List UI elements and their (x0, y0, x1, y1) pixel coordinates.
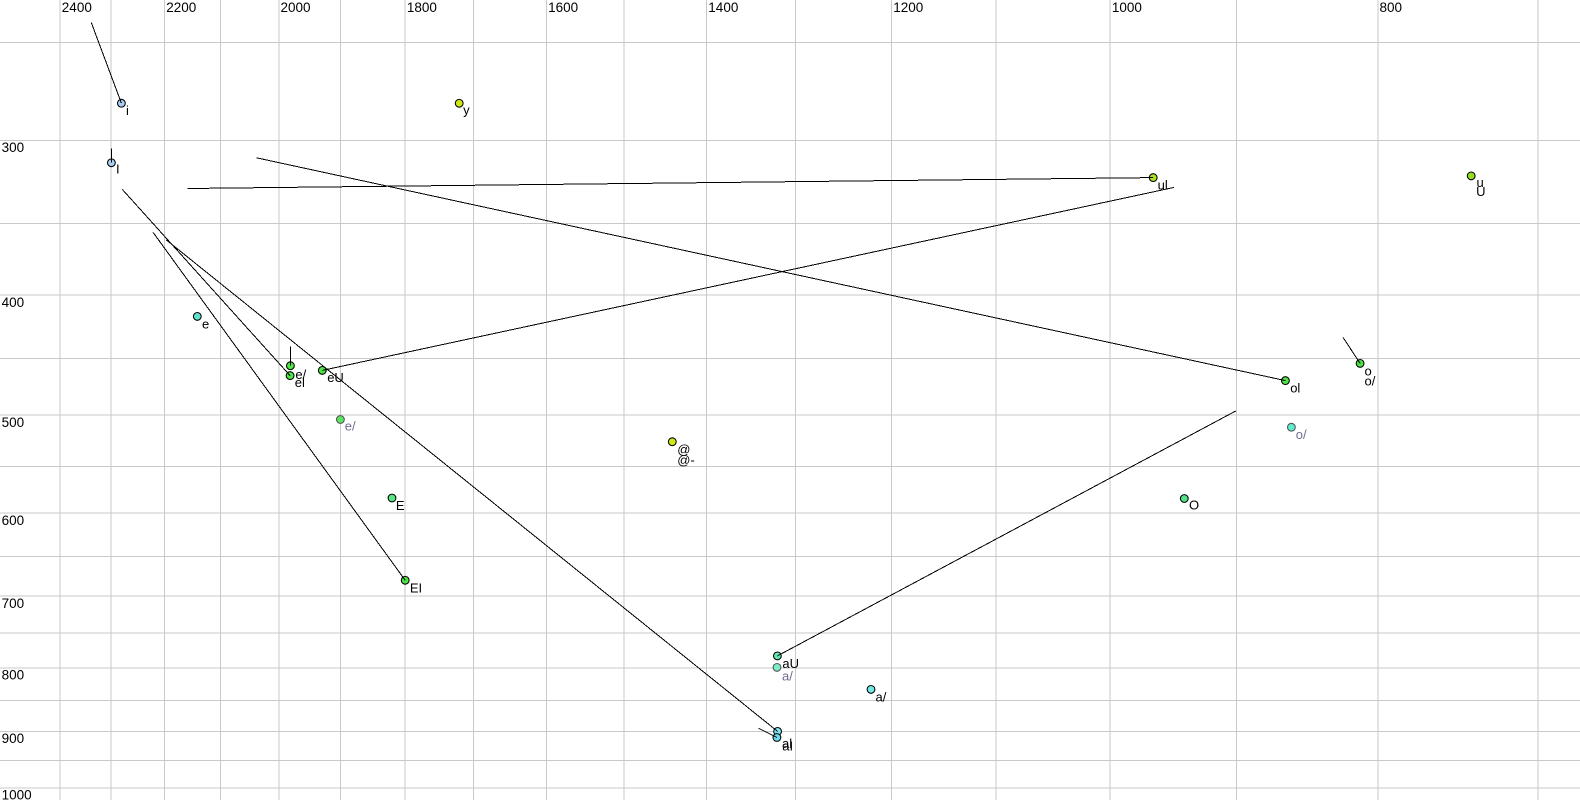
svg-text:400: 400 (2, 295, 25, 310)
svg-text:al: al (782, 736, 792, 751)
svg-text:i: i (126, 103, 129, 118)
svg-text:@: @ (677, 442, 690, 457)
svg-text:U: U (1476, 184, 1485, 199)
svg-text:1200: 1200 (893, 0, 923, 15)
svg-text:eU: eU (327, 370, 344, 385)
svg-text:o: o (1365, 363, 1372, 378)
svg-text:e: e (202, 316, 209, 331)
svg-text:2200: 2200 (166, 0, 196, 15)
svg-text:800: 800 (2, 668, 25, 683)
svg-text:el: el (295, 375, 305, 390)
svg-text:900: 900 (2, 731, 25, 746)
svg-text:ul: ul (1158, 178, 1168, 193)
svg-text:E: E (396, 498, 405, 513)
svg-text:2000: 2000 (281, 0, 311, 15)
svg-text:1600: 1600 (548, 0, 578, 15)
svg-text:300: 300 (2, 140, 25, 155)
svg-text:1000: 1000 (1112, 0, 1142, 15)
svg-text:u: u (1477, 175, 1484, 190)
svg-text:aU: aU (782, 656, 799, 671)
svg-text:e/: e/ (295, 367, 306, 382)
svg-text:a/: a/ (782, 668, 793, 683)
svg-text:a/: a/ (876, 690, 887, 705)
svg-text:O: O (1189, 498, 1199, 513)
svg-text:2400: 2400 (62, 0, 92, 15)
svg-text:500: 500 (2, 415, 25, 430)
svg-text:o/: o/ (1365, 374, 1376, 389)
svg-text:o/: o/ (1296, 427, 1307, 442)
svg-text:I: I (116, 162, 120, 177)
svg-text:ol: ol (1290, 380, 1300, 395)
svg-text:1800: 1800 (407, 0, 437, 15)
svg-text:600: 600 (2, 513, 25, 528)
svg-text:e/: e/ (345, 418, 356, 433)
svg-text:@-: @- (677, 452, 695, 467)
svg-text:EI: EI (410, 580, 422, 595)
svg-text:1400: 1400 (708, 0, 738, 15)
svg-text:1000: 1000 (2, 788, 32, 800)
svg-text:700: 700 (2, 596, 25, 611)
svg-text:800: 800 (1380, 0, 1403, 15)
svg-text:y: y (463, 103, 470, 118)
svg-text:aI: aI (782, 738, 793, 753)
